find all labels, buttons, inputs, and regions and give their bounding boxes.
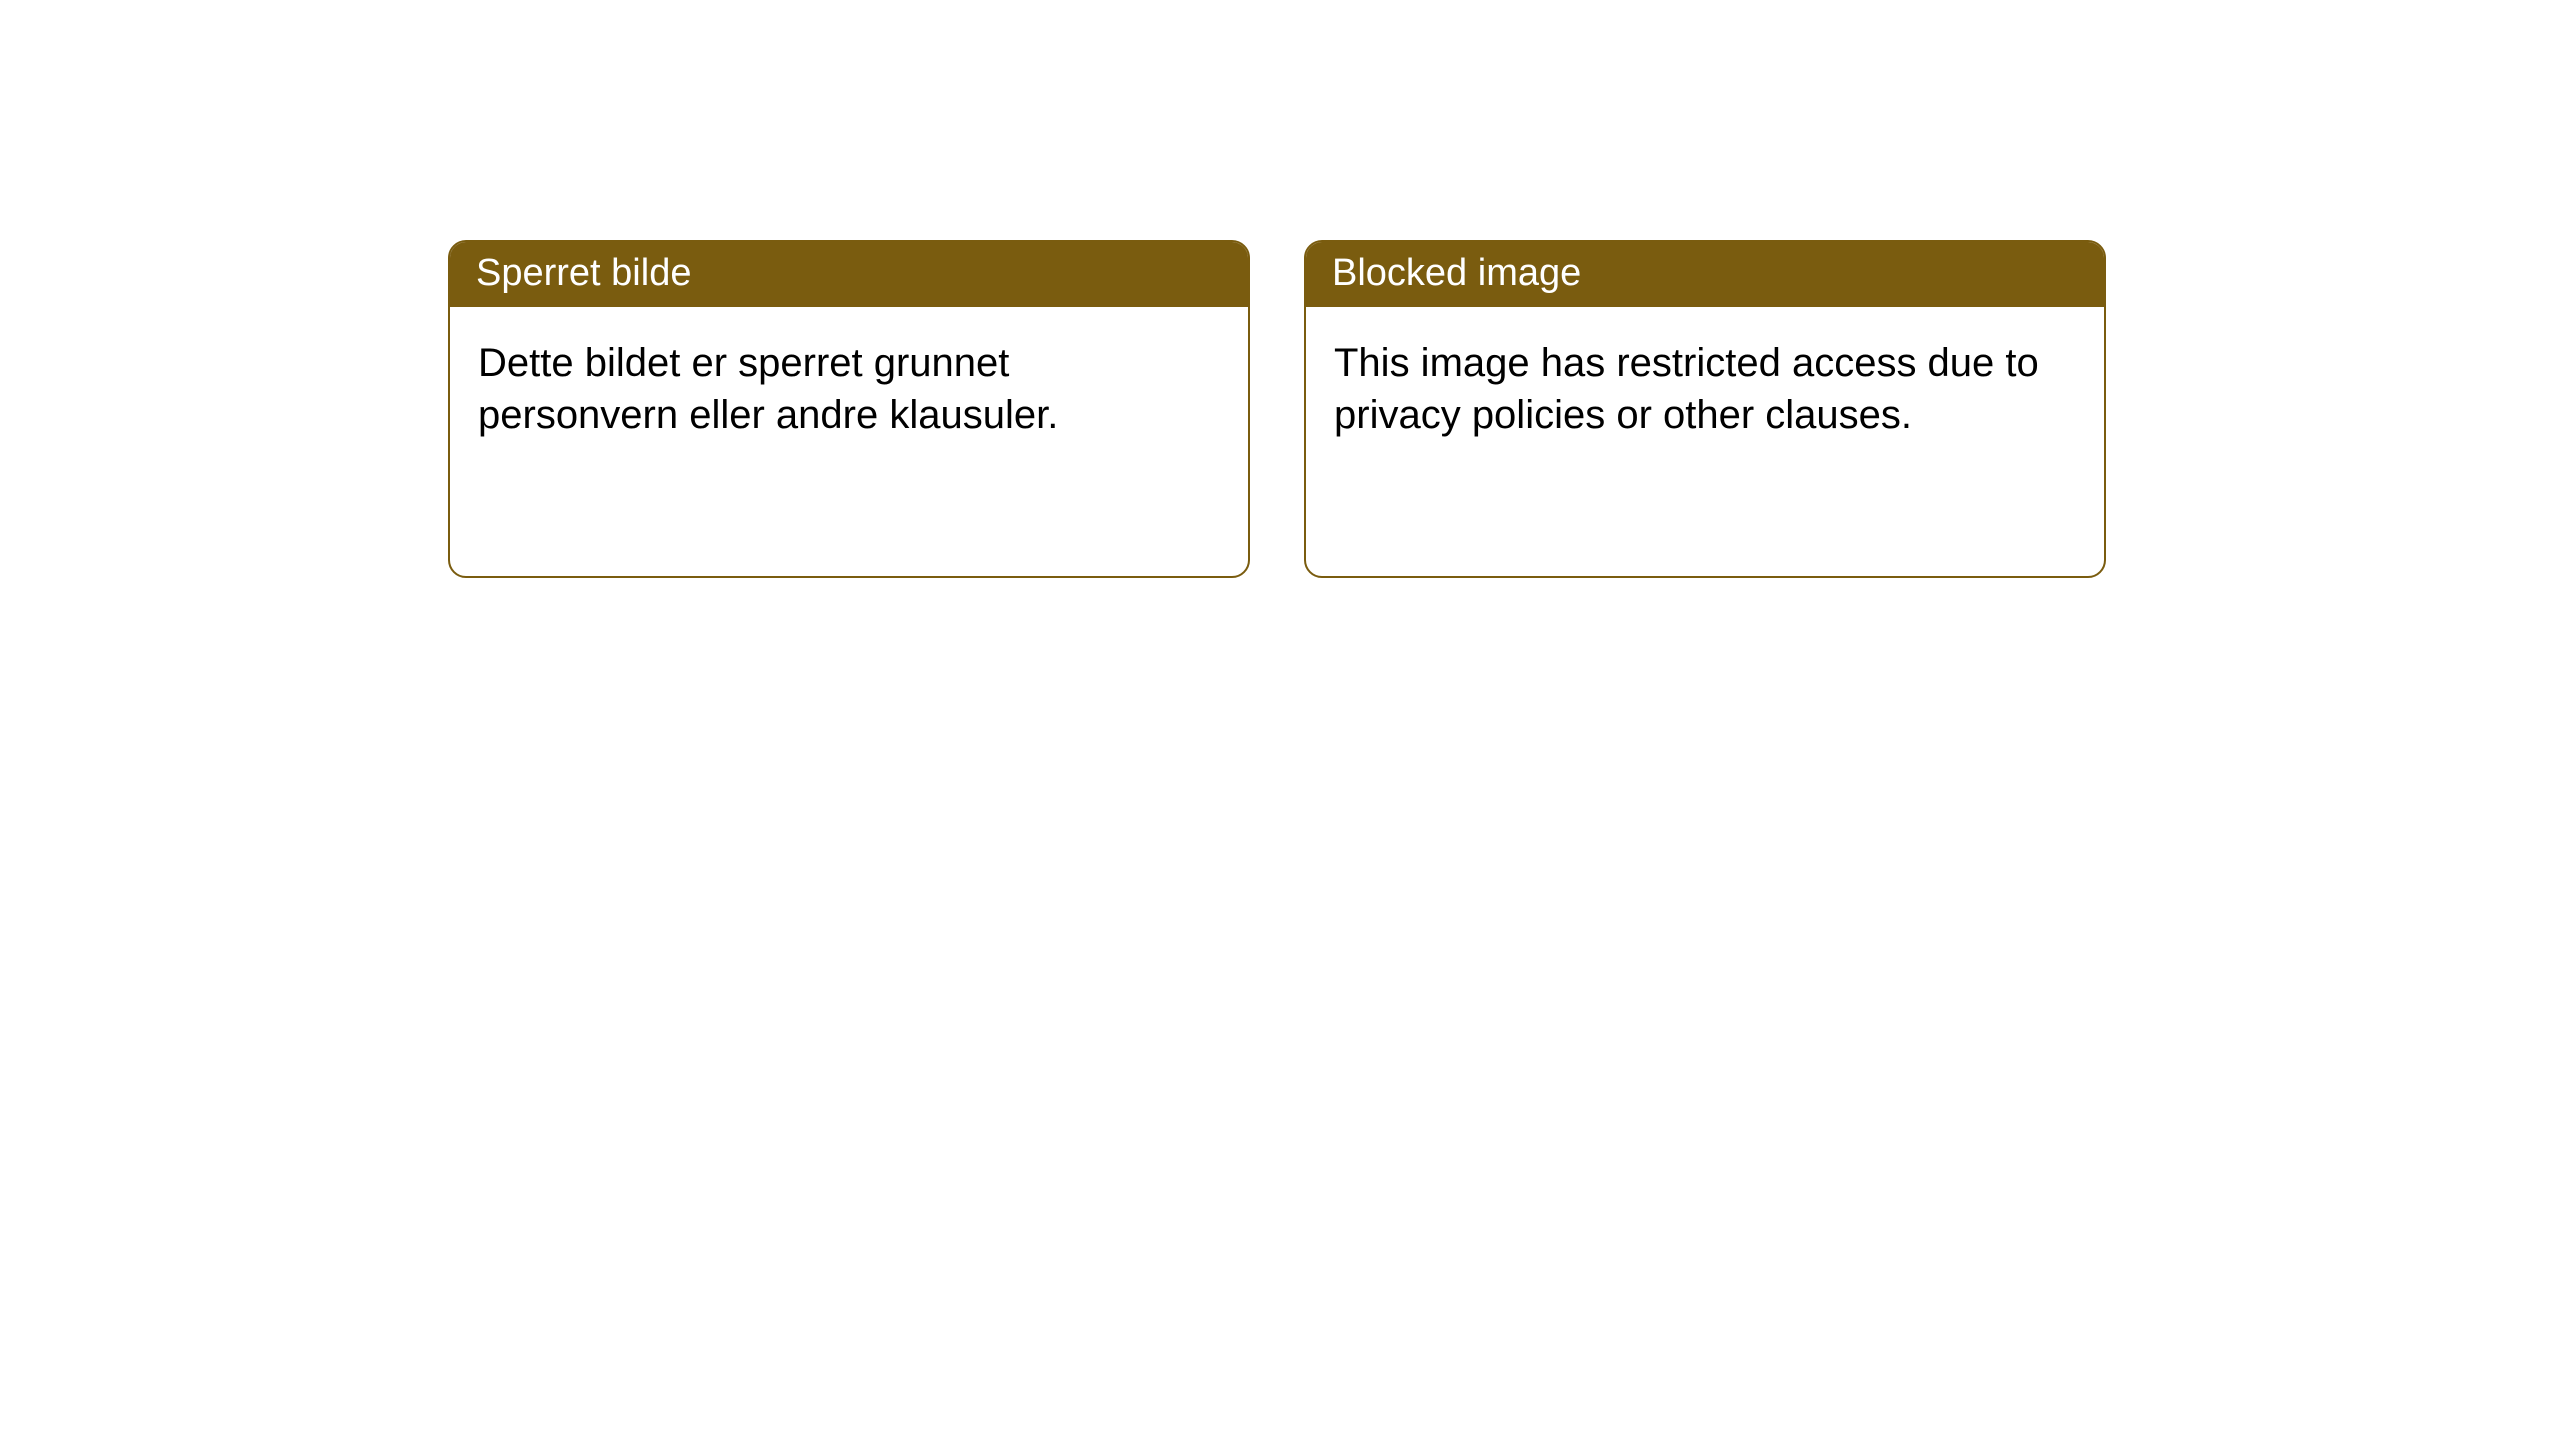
notice-container: Sperret bilde Dette bildet er sperret gr… [0,0,2560,578]
blocked-image-card-english: Blocked image This image has restricted … [1304,240,2106,578]
card-body-english: This image has restricted access due to … [1306,307,2104,461]
card-body-norwegian: Dette bildet er sperret grunnet personve… [450,307,1248,461]
card-header-english: Blocked image [1306,242,2104,307]
card-header-norwegian: Sperret bilde [450,242,1248,307]
blocked-image-card-norwegian: Sperret bilde Dette bildet er sperret gr… [448,240,1250,578]
